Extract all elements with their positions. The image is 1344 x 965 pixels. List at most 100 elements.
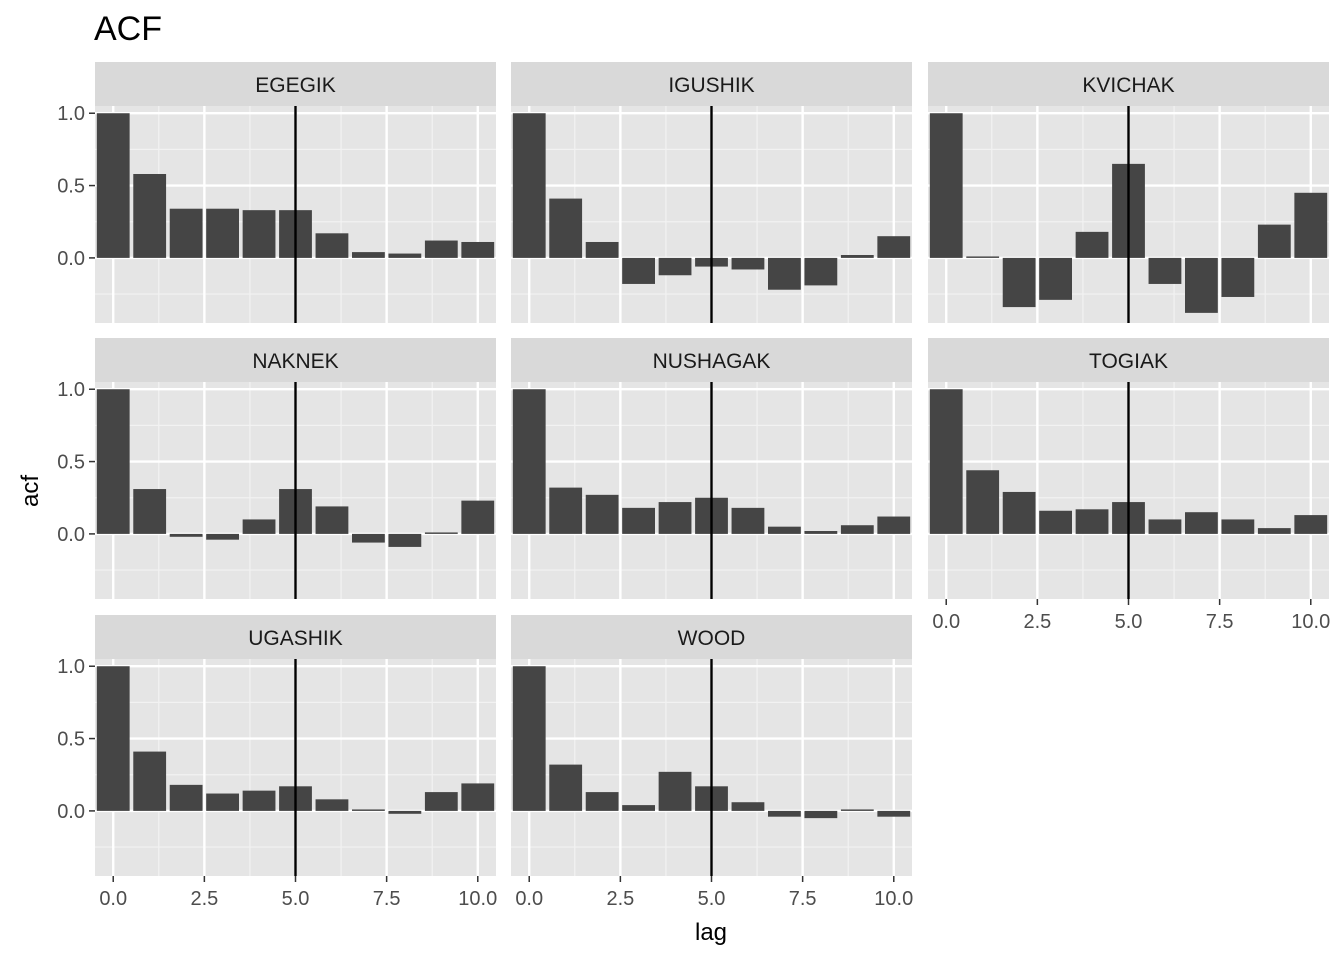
facet-panel-togiak: TOGIAK 0.0 2.5 5.0 7.5 10.0 [928,338,1330,633]
acf-bar [549,487,583,534]
facet-strip [95,62,496,106]
acf-bar [512,389,546,534]
chart-title: ACF [94,10,162,48]
acf-bar [731,802,765,811]
acf-bar [352,809,385,811]
acf-bar [658,771,692,811]
acf-bar [388,253,422,258]
facet-strip-label: NUSHAGAK [653,350,771,373]
acf-bar [461,500,495,534]
x-tick-label: 10.0 [1291,611,1330,633]
x-tick-label: 7.5 [373,888,401,910]
acf-bar [206,793,239,811]
acf-bar [804,810,838,819]
acf-bar [1294,515,1328,534]
y-axis-label: acf [17,475,44,507]
acf-bar [840,255,874,258]
acf-bar [877,810,911,817]
y-tick-label: 0.5 [57,176,85,198]
acf-bar [585,494,619,534]
acf-bar [1148,519,1182,534]
x-tick-label: 0.0 [515,888,543,910]
acf-bar [768,526,801,534]
acf-bar [512,113,546,258]
acf-bar [622,805,655,811]
acf-bar [1039,257,1072,300]
y-tick-label: 0.5 [57,452,85,474]
acf-bar [549,198,583,258]
acf-bar [315,506,349,534]
acf-bar [461,241,495,258]
facet-strip-label: WOOD [678,627,746,650]
facet-strip-label: NAKNEK [252,350,338,373]
acf-bar [768,257,801,290]
x-tick-label: 10.0 [874,888,913,910]
acf-bar [169,533,203,537]
acf-bar [1148,257,1182,284]
acf-bar [315,233,349,258]
acf-bar [1185,257,1218,313]
facet-panel-wood: WOOD 0.0 2.5 5.0 7.5 10.0 [511,615,913,910]
acf-bar [352,533,385,543]
x-tick-label: 0.0 [99,888,127,910]
acf-bar [549,764,583,811]
acf-bar [1075,231,1109,258]
y-tick-label: 1.0 [57,379,85,401]
acf-bar [169,208,203,258]
acf-bar [1221,519,1255,534]
facet-strip [511,615,912,659]
acf-bar [461,783,495,811]
x-tick-label: 5.0 [282,888,310,910]
acf-bar [804,257,838,286]
facet-strip [95,338,496,382]
facet-panel-igushik: IGUSHIK [511,62,912,323]
y-tick-label: 0.0 [57,248,85,270]
acf-bar [242,519,276,534]
acf-bar [622,257,655,284]
y-tick-label: 0.0 [57,524,85,546]
y-tick-label: 0.0 [57,801,85,823]
facet-panel-ugashik: UGASHIK 0.0 0.5 1.0 0.0 2.5 5.0 7.5 10.0 [57,615,497,910]
acf-bar [804,531,838,534]
acf-bar [424,792,458,811]
acf-bar [242,790,276,811]
acf-bar [388,810,422,814]
acf-bar [133,489,167,534]
x-tick-label: 5.0 [698,888,726,910]
acf-bar [1257,224,1291,258]
acf-bar [877,236,911,258]
acf-bar [1185,512,1218,534]
acf-bar [840,525,874,534]
x-tick-label: 2.5 [190,888,218,910]
acf-bar [585,241,619,258]
facet-strip-label: EGEGIK [255,74,336,97]
x-tick-label: 2.5 [1023,611,1051,633]
x-tick-label: 5.0 [1115,611,1143,633]
acf-bar [512,666,546,811]
acf-bar [1257,528,1291,534]
x-tick-label: 10.0 [458,888,497,910]
acf-bar [622,507,655,534]
y-tick-label: 1.0 [57,103,85,125]
facet-strip-label: KVICHAK [1082,74,1174,97]
facet-panel-egegik: EGEGIK 0.0 0.5 1.0 [57,62,496,323]
acf-bar [768,810,801,817]
acf-bar [877,516,911,534]
facet-strip [928,62,1329,106]
facet-strip [511,62,912,106]
acf-bar [1039,510,1072,534]
acf-bar [424,240,458,258]
acf-bar [169,784,203,811]
facet-panels: EGEGIK 0.0 0.5 1.0 IGUSHIK KVICHAK NAKNEK 0.0 0.… [57,62,1330,910]
facet-panel-naknek: NAKNEK 0.0 0.5 1.0 [57,338,496,599]
x-tick-label: 7.5 [789,888,817,910]
facet-strip-label: TOGIAK [1089,350,1168,373]
acf-bar [96,666,130,811]
facet-strip-label: IGUSHIK [668,74,754,97]
x-tick-label: 7.5 [1206,611,1234,633]
acf-bar [133,751,167,811]
x-tick-label: 2.5 [606,888,634,910]
acf-bar [731,507,765,534]
